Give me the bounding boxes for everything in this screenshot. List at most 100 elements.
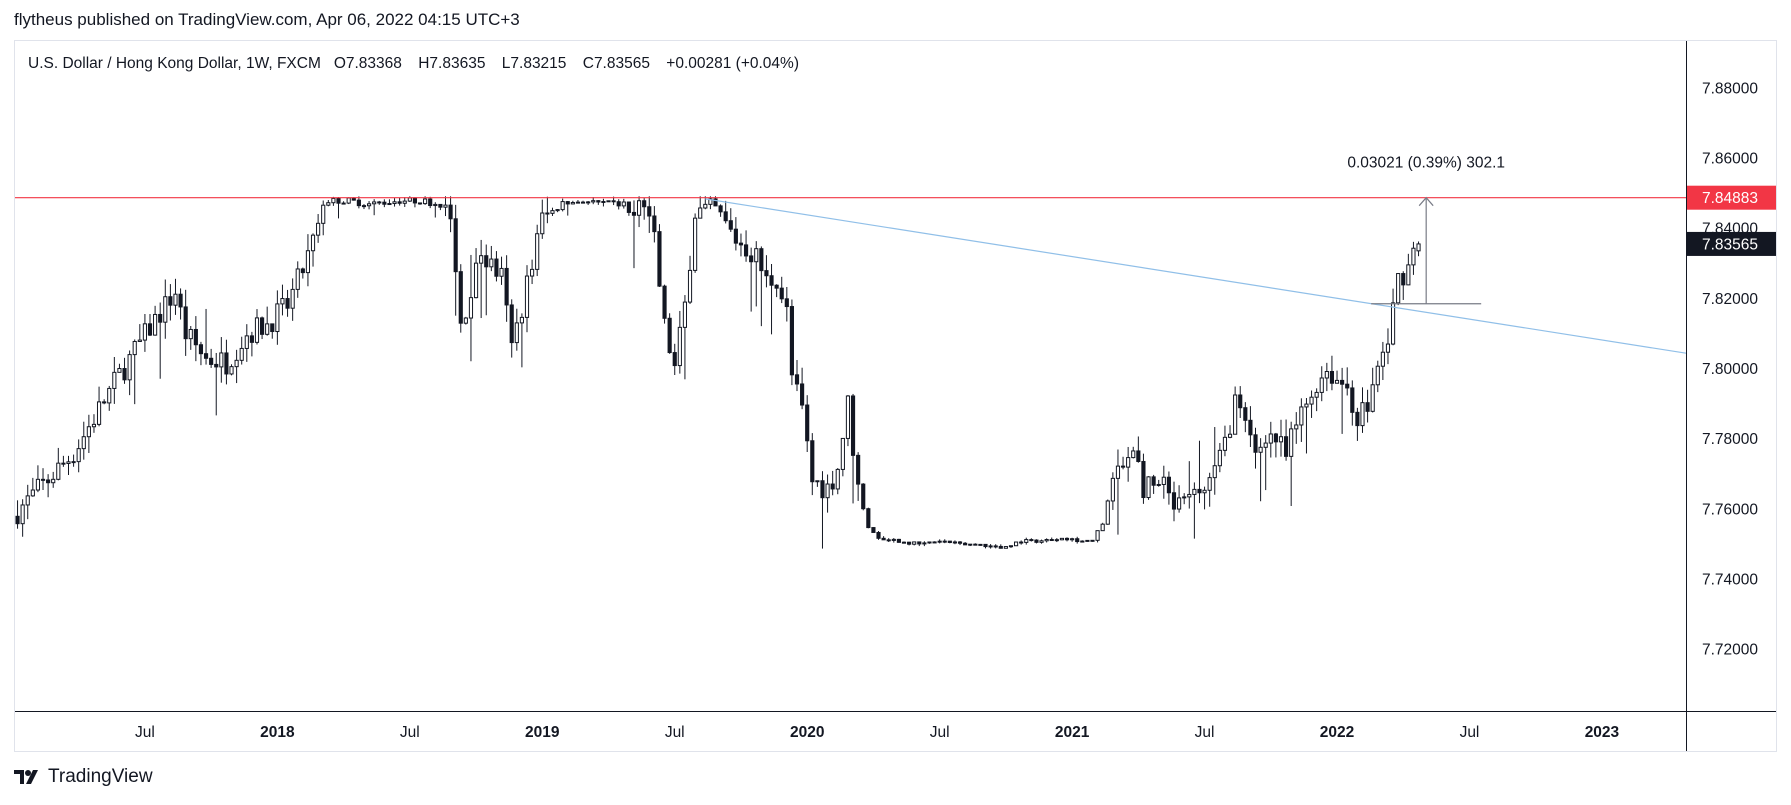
measure-arrowhead xyxy=(1418,196,1434,207)
candle-body xyxy=(102,401,107,404)
open-key: O xyxy=(333,55,346,72)
candle-body xyxy=(1314,391,1319,398)
candle-body xyxy=(611,200,616,203)
candle-body xyxy=(1350,387,1355,413)
candle-body xyxy=(1396,273,1401,304)
candle-body xyxy=(927,541,932,544)
resistance-price-tag xyxy=(1687,185,1776,210)
candle-body xyxy=(1273,433,1278,443)
price-tick-label: 7.78000 xyxy=(1702,431,1758,448)
candle-body xyxy=(713,198,718,207)
chart-frame[interactable] xyxy=(14,40,1777,752)
candle-body xyxy=(1146,476,1151,499)
candle-body xyxy=(142,323,147,341)
candle-body xyxy=(1008,545,1014,548)
candle-body xyxy=(998,545,1003,549)
last-price-tag xyxy=(1687,231,1776,256)
candle-body xyxy=(591,200,596,203)
candle-body xyxy=(417,202,423,205)
price-tick-label: 7.74000 xyxy=(1702,571,1758,588)
candle-body xyxy=(856,454,861,485)
close-value: 7.83565 xyxy=(593,55,650,72)
candle-body xyxy=(1319,377,1324,393)
candle-body xyxy=(1120,465,1126,468)
time-tick-label: 2023 xyxy=(1585,724,1620,741)
candle-body xyxy=(173,293,178,306)
candle-body xyxy=(871,527,876,533)
candle-body xyxy=(907,541,912,545)
candle-body xyxy=(40,478,46,481)
candle-body xyxy=(606,200,611,203)
candle-body xyxy=(973,543,978,546)
candle-body xyxy=(586,201,591,204)
candle-body xyxy=(845,395,851,439)
candle-body xyxy=(1177,497,1182,510)
low-key: L xyxy=(501,55,511,72)
candle-body xyxy=(1365,402,1370,412)
candle-body xyxy=(25,495,30,506)
candle-body xyxy=(438,203,443,208)
candle-body xyxy=(1284,436,1289,457)
candle-body xyxy=(443,204,448,208)
tradingview-logo-icon xyxy=(14,770,38,784)
candle-body xyxy=(484,255,489,268)
candle-body xyxy=(621,201,626,207)
candle-body xyxy=(51,478,56,484)
candle-body xyxy=(738,242,744,246)
candle-body xyxy=(30,489,35,497)
candle-body xyxy=(1182,496,1187,499)
candle-body xyxy=(550,210,555,214)
time-axis[interactable]: Jul 2018 Jul 2019 Jul 2020 Jul 2021 Jul 2022 Jul 20… xyxy=(135,724,1620,741)
candle-body xyxy=(1233,394,1238,435)
resistance-price-label: 7.84883 xyxy=(1702,190,1758,207)
candle-body xyxy=(305,250,311,274)
candle-body xyxy=(316,222,321,236)
candle-body xyxy=(1024,539,1029,543)
candle-body xyxy=(265,323,270,335)
candle-body xyxy=(1049,539,1054,542)
candle-body xyxy=(1075,538,1080,543)
candle-body xyxy=(1044,539,1049,542)
candle-body xyxy=(1131,450,1136,459)
candle-body xyxy=(81,436,86,450)
candle-body xyxy=(1070,538,1075,541)
candle-body xyxy=(61,462,66,465)
price-axis[interactable]: 7.880007.860007.840007.820007.800007.780… xyxy=(1687,80,1776,659)
candle-body xyxy=(850,395,856,456)
candle-body xyxy=(1411,247,1416,266)
candle-body xyxy=(275,303,280,333)
time-tick-label: Jul xyxy=(135,724,155,741)
tradingview-logo[interactable]: TradingView xyxy=(14,766,153,788)
candle-body xyxy=(1360,402,1365,427)
candle-body xyxy=(428,198,433,207)
candle-body xyxy=(295,268,300,290)
candle-body xyxy=(473,262,479,299)
candle-body xyxy=(1309,396,1314,405)
candle-body xyxy=(800,383,805,406)
candle-body xyxy=(1217,449,1222,467)
candle-body xyxy=(535,233,540,270)
candle-body xyxy=(1171,492,1177,510)
candle-body xyxy=(616,201,621,207)
candle-body xyxy=(377,201,382,204)
candle-body xyxy=(112,371,117,389)
candle-body xyxy=(1258,446,1263,453)
candle-body xyxy=(1029,539,1034,542)
candle-body xyxy=(647,206,652,217)
candle-body xyxy=(1385,343,1391,353)
candle-body xyxy=(153,313,158,336)
candle-body xyxy=(509,304,514,344)
candle-body xyxy=(937,540,942,543)
time-tick-label: 2020 xyxy=(790,724,824,741)
trend-line xyxy=(705,198,1687,354)
candle-body xyxy=(922,542,927,545)
candle-body xyxy=(1324,370,1329,379)
candle-body xyxy=(448,204,453,220)
candle-body xyxy=(1329,370,1335,384)
candle-body xyxy=(825,483,830,499)
candle-body xyxy=(402,200,407,204)
symbol-legend: U.S. Dollar / Hong Kong Dollar, 1W, FXCM… xyxy=(28,55,799,73)
candle-body xyxy=(188,328,193,340)
candle-body xyxy=(56,462,61,480)
